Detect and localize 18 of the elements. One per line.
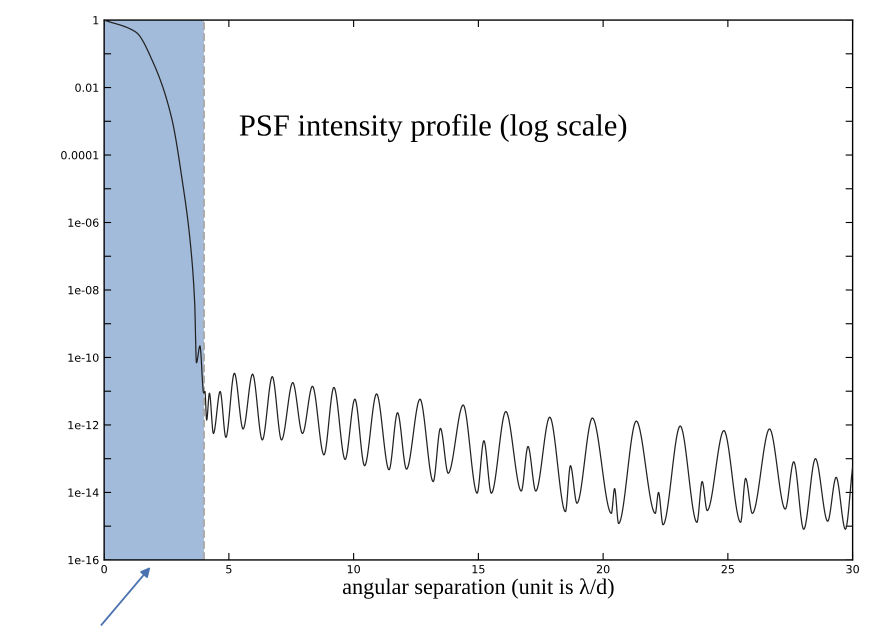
x-tick-label: 15 (472, 565, 484, 574)
y-tick-label: 0.01 (75, 84, 98, 92)
text: PSF intensity profile (log scale) (240, 114, 626, 142)
y-tick-label: 1e-08 (68, 286, 99, 294)
y-tick-label: 1e-06 (68, 218, 99, 227)
x-tick-label: 5 (226, 565, 232, 574)
x-tick-label: 30 (846, 564, 859, 574)
x-tick-label: 0 (101, 564, 107, 574)
y-tick-label: 1 (93, 16, 98, 24)
y-tick-label: 1e-10 (68, 353, 99, 362)
y-tick-label: 0.0001 (61, 151, 98, 160)
x-tick-label: 25 (722, 564, 734, 574)
x-tick-label: 20 (596, 564, 610, 574)
x-tick-label: 10 (348, 564, 360, 574)
y-tick-label: 1e-16 (68, 556, 99, 564)
y-tick-label: 1e-12 (68, 420, 98, 430)
x-axis-title: angular separation (unit is λ/d) (342, 578, 614, 599)
y-tick-label: 1e-14 (68, 488, 99, 497)
